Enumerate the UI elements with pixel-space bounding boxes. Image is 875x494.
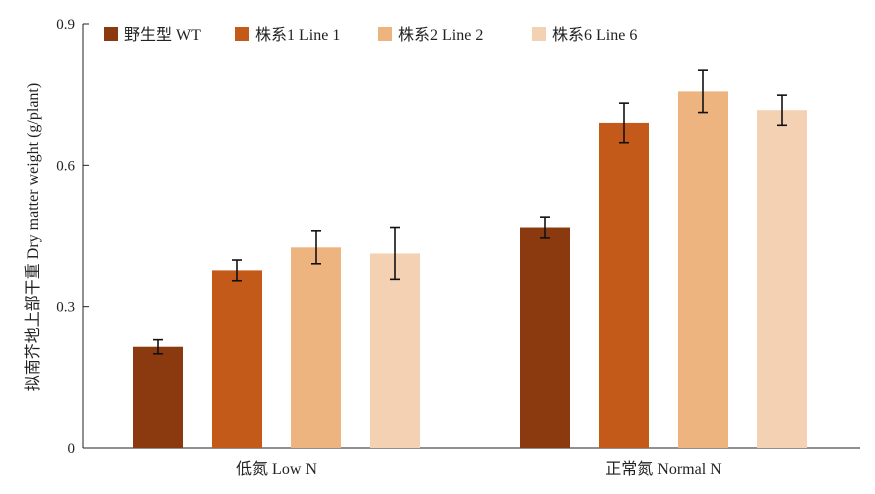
legend-swatch xyxy=(104,27,118,41)
x-category-label: 低氮 Low N xyxy=(236,460,317,478)
legend-swatch xyxy=(235,27,249,41)
legend-label: 野生型 WT xyxy=(124,26,201,44)
bar xyxy=(757,110,807,449)
bar xyxy=(212,270,262,448)
bar xyxy=(520,227,570,448)
legend-label: 株系2 Line 2 xyxy=(398,26,483,44)
bar xyxy=(291,247,341,448)
error-bars xyxy=(153,69,787,355)
y-tick-label: 0.6 xyxy=(56,158,75,174)
bars xyxy=(133,91,807,449)
bar xyxy=(599,122,649,448)
legend-swatch xyxy=(378,27,392,41)
x-category-label: 正常氮 Normal N xyxy=(605,460,722,478)
y-tick-label: 0.3 xyxy=(56,300,75,316)
bar xyxy=(133,346,183,448)
y-axis: 0 0.3 0.6 0.9 xyxy=(56,17,89,457)
y-tick-label: 0 xyxy=(68,441,76,457)
bar xyxy=(370,253,420,448)
legend-swatch xyxy=(532,27,546,41)
bar xyxy=(678,91,728,448)
y-axis-label: 拟南芥地上部干重 Dry matter weight (g/plant) xyxy=(24,83,42,391)
legend: 野生型 WT 株系1 Line 1 株系2 Line 2 株系6 Line 6 xyxy=(104,26,637,44)
legend-label: 株系1 Line 1 xyxy=(255,26,340,44)
x-axis: 低氮 Low N 正常氮 Normal N xyxy=(83,447,860,478)
y-tick-label: 0.9 xyxy=(56,17,75,33)
legend-label: 株系6 Line 6 xyxy=(552,26,637,44)
